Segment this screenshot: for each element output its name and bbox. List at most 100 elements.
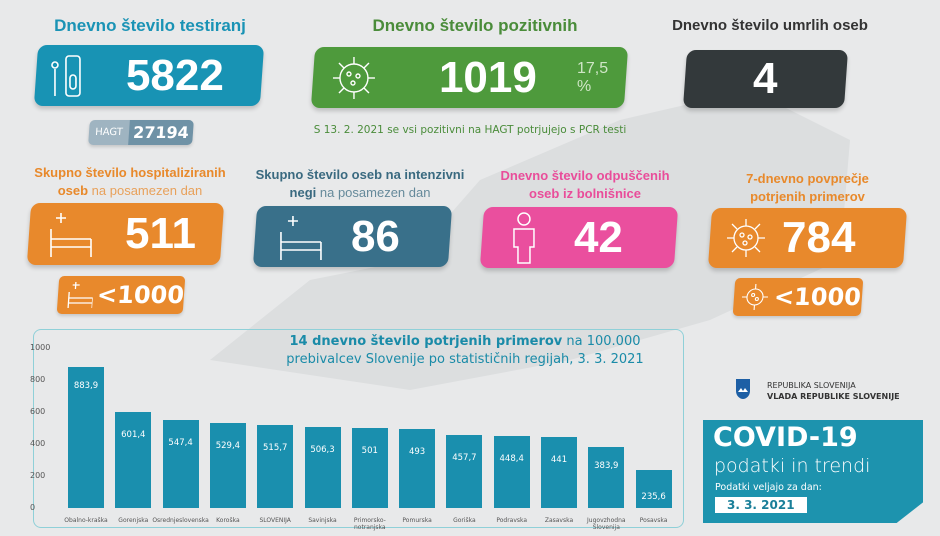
discharged-title-line1: Dnevno število odpuščenih — [500, 168, 670, 183]
discharged-title-line2: oseb iz bolnišnice — [529, 186, 641, 201]
tests-card: 5822 — [33, 45, 265, 106]
chart-title-line2: prebivalcev Slovenije po statističnih re… — [286, 352, 644, 367]
icu-card: 86 — [252, 206, 453, 267]
y-tick-label: 0 — [30, 503, 36, 512]
deaths-value: 4 — [753, 54, 778, 103]
hospital-bed-icon — [67, 282, 94, 308]
avg7-title-line1: 7-dnevno povprečje — [746, 171, 869, 186]
category-label: Goriška — [453, 517, 476, 524]
bar — [209, 423, 246, 508]
bar — [68, 366, 104, 508]
government-line2: VLADA REPUBLIKE SLOVENIJE — [767, 392, 900, 401]
positive-note: S 13. 2. 2021 se vsi pozitivni na HAGT p… — [313, 124, 627, 136]
government-label: REPUBLIKA SLOVENIJA VLADA REPUBLIKE SLOV… — [767, 380, 900, 402]
covid-subtitle: podatki in trendi — [714, 455, 871, 477]
valid-label: Podatki veljajo za dan: — [715, 482, 822, 493]
bar — [446, 434, 483, 508]
icu-title-line1: Skupno število oseb na intenzivni — [255, 167, 465, 182]
category-label: SLOVENIJA — [259, 517, 291, 524]
bar-value-label: 547,4 — [168, 438, 193, 449]
deaths-title: Dnevno število umrlih oseb — [672, 17, 868, 34]
positive-percent: 17,5 % — [576, 59, 608, 95]
bar — [162, 420, 199, 508]
hagt-value: 27194 — [128, 120, 194, 145]
hagt-label: HAGT — [94, 127, 124, 138]
tests-value: 5822 — [126, 50, 224, 100]
bar-value-label: 529,4 — [215, 441, 241, 452]
virus-icon — [333, 56, 376, 99]
discharged-title: Dnevno število odpuščenih oseb iz bolnišn… — [470, 167, 700, 203]
bar — [115, 411, 152, 508]
avg7-card: 784 — [707, 208, 908, 268]
icu-value: 86 — [351, 211, 400, 261]
chart-title-bold: 14 dnevno število potrjenih primerov — [289, 334, 563, 349]
avg7-title: 7-dnevno povprečje potrjenih primerov — [700, 170, 915, 206]
bar — [304, 426, 341, 508]
y-tick-label: 400 — [30, 439, 46, 448]
y-tick-label: 600 — [30, 407, 46, 416]
hospitalized-threshold-badge: <1000 — [56, 276, 186, 314]
y-tick-label: 800 — [30, 375, 46, 384]
hospitalized-card: 511 — [26, 203, 225, 265]
bar-value-label: 515,7 — [263, 443, 288, 454]
y-tick-label: 200 — [30, 471, 46, 480]
chart-title-rest: na 100.000 — [562, 334, 641, 349]
bar-value-label: 235,6 — [641, 492, 666, 503]
icu-title-rest: na posamezen dan — [316, 185, 431, 200]
positive-title: Dnevno število pozitivnih — [372, 16, 578, 35]
hospital-bed-icon — [50, 213, 92, 257]
category-label: Obalno-kraška — [64, 517, 108, 524]
avg7-threshold-badge: <1000 — [732, 278, 864, 316]
category-label: Primorsko-notranjska — [353, 517, 386, 531]
coat-of-arms-logo — [736, 379, 750, 399]
bar-value-label: 501 — [361, 445, 378, 456]
avg7-threshold: <1000 — [773, 283, 862, 311]
icu-title: Skupno število oseb na intenzivni negi na… — [240, 166, 480, 202]
category-label: Jugovzhodna Slovenija — [587, 517, 626, 531]
hospitalized-threshold: <1000 — [96, 281, 185, 309]
y-tick-label: 1000 — [30, 343, 51, 352]
bar-value-label: 457,7 — [452, 452, 477, 463]
patient-icon — [513, 211, 535, 264]
category-label: Gorenjska — [118, 517, 149, 524]
bar — [588, 446, 625, 508]
covid-title: COVID-19 — [713, 422, 858, 453]
bar — [493, 436, 530, 508]
discharged-card: 42 — [479, 207, 679, 268]
avg7-value: 784 — [782, 213, 856, 262]
category-label: Koroška — [216, 517, 240, 524]
avg7-title-line2: potrjenih primerov — [750, 189, 865, 204]
test-kit-icon — [51, 54, 81, 97]
category-label: Pomurska — [402, 517, 432, 524]
positive-value: 1019 — [438, 52, 537, 102]
virus-icon — [727, 219, 765, 257]
hospitalized-title-bold: oseb — [57, 183, 89, 198]
bar — [635, 470, 672, 508]
category-label: Savinjska — [308, 517, 337, 524]
hospital-bed-icon — [280, 215, 322, 260]
deaths-card: 4 — [682, 50, 849, 108]
government-line1: REPUBLIKA SLOVENIJA — [767, 381, 856, 390]
bar-value-label: 383,9 — [594, 460, 619, 471]
bar-value-label: 601,4 — [121, 429, 146, 440]
chart-title: 14 dnevno število potrjenih primerov na … — [230, 333, 700, 369]
chart-panel — [33, 329, 684, 528]
tests-title: Dnevno število testiranj — [54, 16, 246, 35]
valid-date: 3. 3. 2021 — [715, 497, 807, 513]
bar-value-label: 883,9 — [73, 380, 99, 391]
hospitalized-title: Skupno število hospitaliziranih oseb na p… — [10, 164, 250, 200]
bar — [399, 429, 436, 508]
hagt-badge: HAGT 27194 — [88, 120, 194, 145]
bar-value-label: 448,4 — [499, 454, 524, 465]
bar-value-label: 441 — [550, 455, 568, 466]
category-label: Podravska — [496, 517, 528, 524]
discharged-value: 42 — [574, 212, 623, 262]
icu-title-bold: negi — [289, 185, 317, 200]
category-label: Zasavska — [544, 517, 574, 524]
hospitalized-title-rest: na posamezen dan — [88, 183, 203, 198]
bar — [351, 427, 388, 508]
bar — [541, 437, 577, 508]
hospitalized-value: 511 — [125, 209, 196, 258]
bar — [257, 425, 294, 508]
virus-icon — [741, 284, 769, 310]
